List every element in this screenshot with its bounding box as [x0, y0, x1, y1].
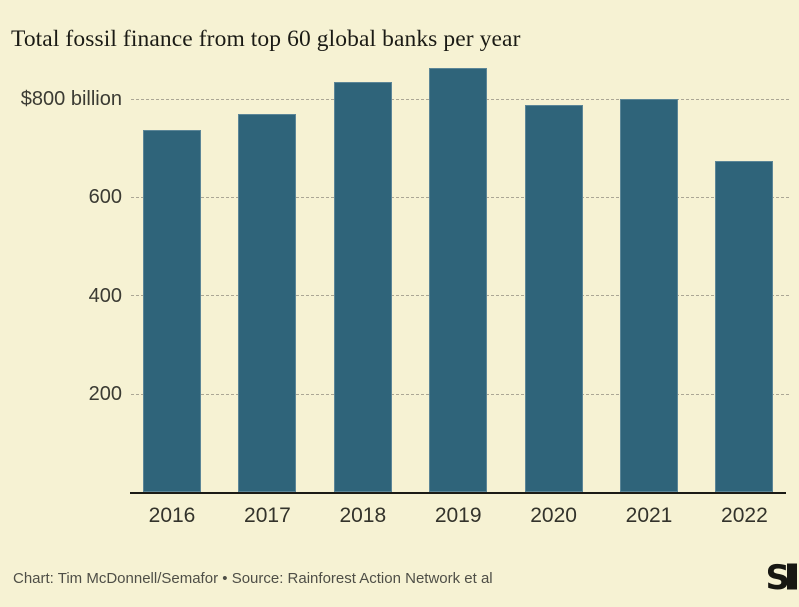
x-tick-label-2017: 2017: [244, 504, 291, 527]
y-tick-label-400: 400: [88, 284, 122, 307]
x-tick-label-2020: 2020: [530, 504, 577, 527]
footer-separator: •: [222, 570, 228, 587]
footer-credit: Chart: Tim McDonnell/Semafor: [13, 570, 219, 587]
bar-2022: [715, 160, 774, 493]
footer-credit-source: Chart: Tim McDonnell/Semafor • Source: R…: [13, 569, 493, 588]
bar-2020: [524, 104, 583, 493]
x-tick-label-2018: 2018: [339, 504, 387, 527]
x-tick-label-2019: 2019: [434, 504, 482, 527]
x-tick-label-2022: 2022: [721, 504, 768, 527]
y-tick-label-800: $800 billion: [20, 88, 122, 110]
semafor-logo-icon: S: [768, 562, 797, 591]
footer: Chart: Tim McDonnell/Semafor • Source: R…: [0, 559, 799, 607]
x-axis-line: [130, 491, 786, 494]
y-tick-label-600: 600: [88, 186, 122, 209]
chart-title: Total fossil finance from top 60 global …: [11, 26, 521, 52]
footer-source: Source: Rainforest Action Network et al: [231, 570, 493, 587]
bar-2018: [333, 82, 392, 493]
bar-2019: [429, 67, 488, 493]
bar-2021: [620, 98, 678, 493]
y-tick-label-200: 200: [88, 383, 122, 406]
svg-text:S: S: [768, 562, 790, 591]
x-tick-label-2016: 2016: [148, 504, 196, 527]
bar-2016: [143, 130, 201, 493]
x-tick-label-2021: 2021: [625, 504, 673, 527]
bar-2017: [238, 114, 297, 493]
